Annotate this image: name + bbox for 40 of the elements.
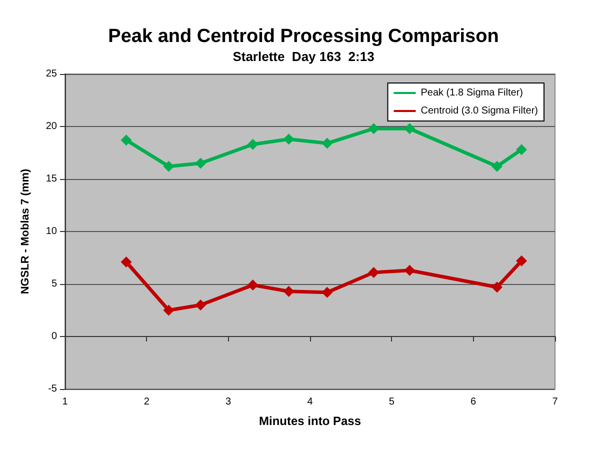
- point: [120, 134, 132, 146]
- y-tick-label: 15: [46, 174, 58, 184]
- point: [404, 264, 416, 276]
- x-tick-label: 7: [552, 396, 558, 408]
- y-tick-label: 10: [46, 226, 58, 237]
- point: [163, 160, 174, 172]
- x-tick-label: 1: [62, 396, 68, 408]
- x-tick-label: 2: [144, 396, 150, 408]
- point: [322, 286, 333, 298]
- y-tick-label: -5: [48, 384, 58, 394]
- y-tick-label: 0: [51, 331, 58, 342]
- point: [368, 123, 380, 134]
- point: [404, 123, 416, 134]
- legend-label: Centroid (3.0 Sigma Filter): [420, 106, 538, 116]
- legend-label: Peak (1.8 Sigma Filter): [420, 88, 524, 98]
- y-tick-label: 20: [46, 121, 58, 132]
- chart-subtitle: Starlette Day 163 2:13: [232, 49, 374, 64]
- point: [195, 158, 206, 169]
- y-tick-label: 25: [46, 68, 58, 80]
- x-tick-label: 3: [226, 396, 232, 408]
- y-axis-title: NGSLR - Moblas 7 (mm): [20, 168, 32, 294]
- y-tick-label: 5: [51, 278, 58, 290]
- point: [195, 300, 206, 310]
- x-tick-label: 5: [388, 396, 395, 408]
- point: [247, 138, 258, 150]
- x-tick-label: 4: [307, 396, 314, 408]
- point: [283, 286, 294, 297]
- point: [163, 304, 174, 316]
- point: [516, 255, 528, 266]
- x-tick-label: 6: [470, 396, 477, 408]
- chart-title: Peak and Centroid Processing Comparison: [108, 26, 499, 47]
- point: [492, 282, 503, 293]
- point: [247, 280, 258, 291]
- point: [120, 256, 132, 268]
- point: [516, 144, 528, 156]
- point: [283, 134, 294, 145]
- point: [492, 160, 503, 172]
- x-axis-title: Minutes into Pass: [258, 414, 362, 428]
- point: [368, 266, 380, 278]
- point: [322, 138, 333, 149]
